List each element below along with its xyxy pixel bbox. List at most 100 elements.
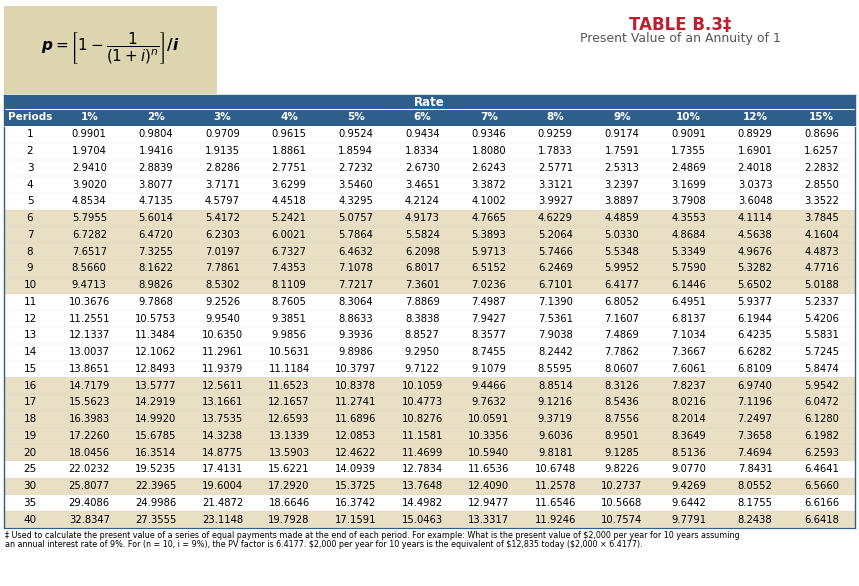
Text: 3.5460: 3.5460 — [338, 180, 373, 190]
Text: 0.9346: 0.9346 — [472, 130, 506, 139]
Text: 6.1446: 6.1446 — [671, 280, 706, 290]
Text: 10.0591: 10.0591 — [468, 414, 509, 424]
Text: 8.5302: 8.5302 — [205, 280, 240, 290]
Text: 3.3522: 3.3522 — [804, 196, 839, 206]
Text: 0.9615: 0.9615 — [271, 130, 307, 139]
Text: 7.1034: 7.1034 — [671, 331, 706, 340]
Text: 8.8527: 8.8527 — [405, 331, 440, 340]
Text: 6.4177: 6.4177 — [605, 280, 639, 290]
Text: 9.1285: 9.1285 — [605, 448, 639, 458]
Text: 0.9091: 0.9091 — [671, 130, 706, 139]
Text: 11.4699: 11.4699 — [401, 448, 443, 458]
Text: 5%: 5% — [347, 113, 364, 122]
Text: 14.9920: 14.9920 — [135, 414, 176, 424]
Text: 6.1944: 6.1944 — [738, 314, 772, 323]
Text: 2.8286: 2.8286 — [205, 163, 240, 173]
Text: 8.3126: 8.3126 — [605, 381, 639, 391]
Text: 7.0236: 7.0236 — [472, 280, 506, 290]
Text: 13.7648: 13.7648 — [402, 481, 442, 491]
Text: 18: 18 — [23, 414, 37, 424]
Text: 15.6785: 15.6785 — [135, 431, 177, 441]
Text: 2: 2 — [27, 146, 34, 156]
Text: 4.5638: 4.5638 — [738, 230, 772, 240]
Text: 7.4987: 7.4987 — [472, 297, 506, 307]
Text: 5.9542: 5.9542 — [804, 381, 839, 391]
Text: 15.6221: 15.6221 — [268, 464, 310, 475]
Text: 11.9246: 11.9246 — [534, 515, 576, 524]
Text: 16.3983: 16.3983 — [69, 414, 110, 424]
Text: 6.2593: 6.2593 — [804, 448, 839, 458]
Text: 3.7845: 3.7845 — [804, 213, 839, 223]
Text: 5.5831: 5.5831 — [804, 331, 839, 340]
Text: 12.0853: 12.0853 — [335, 431, 376, 441]
Text: 6.5660: 6.5660 — [804, 481, 839, 491]
Text: 5.5348: 5.5348 — [605, 247, 639, 257]
Text: 10.4773: 10.4773 — [402, 397, 442, 407]
Text: 1.8080: 1.8080 — [472, 146, 506, 156]
Text: 4.8684: 4.8684 — [671, 230, 706, 240]
Text: 3.7908: 3.7908 — [671, 196, 706, 206]
Text: 9.6036: 9.6036 — [538, 431, 573, 441]
Text: 5.7955: 5.7955 — [72, 213, 107, 223]
Bar — [4, 294, 855, 310]
Text: 2.8839: 2.8839 — [138, 163, 174, 173]
Text: 3.8897: 3.8897 — [605, 196, 639, 206]
Text: 35: 35 — [23, 498, 37, 508]
Text: 14.3238: 14.3238 — [202, 431, 243, 441]
Text: 5.7466: 5.7466 — [538, 247, 573, 257]
Text: 2%: 2% — [147, 113, 165, 122]
Text: 3.8077: 3.8077 — [138, 180, 174, 190]
Text: 9.3851: 9.3851 — [271, 314, 307, 323]
Text: 15.3725: 15.3725 — [335, 481, 376, 491]
Text: 11.6523: 11.6523 — [268, 381, 310, 391]
Text: 1.8334: 1.8334 — [405, 146, 440, 156]
Text: 10.6748: 10.6748 — [535, 464, 576, 475]
Text: 5.6502: 5.6502 — [738, 280, 772, 290]
Text: 5.7864: 5.7864 — [338, 230, 373, 240]
Text: 1.6901: 1.6901 — [738, 146, 772, 156]
Text: 6.6418: 6.6418 — [804, 515, 839, 524]
Text: 15.5623: 15.5623 — [69, 397, 110, 407]
Text: 0.9901: 0.9901 — [72, 130, 107, 139]
Bar — [4, 495, 855, 511]
Text: 6.6166: 6.6166 — [804, 498, 839, 508]
Text: 9.9540: 9.9540 — [205, 314, 240, 323]
Text: 24.9986: 24.9986 — [135, 498, 176, 508]
Text: 6.1280: 6.1280 — [804, 414, 839, 424]
Text: 3.0373: 3.0373 — [738, 180, 772, 190]
Text: 7.3667: 7.3667 — [671, 347, 706, 357]
Text: 6.2098: 6.2098 — [405, 247, 440, 257]
Text: 2.4869: 2.4869 — [671, 163, 706, 173]
Text: 3.1699: 3.1699 — [671, 180, 706, 190]
Text: 21.4872: 21.4872 — [202, 498, 243, 508]
Text: 29.4086: 29.4086 — [69, 498, 110, 508]
Text: 10.5668: 10.5668 — [601, 498, 643, 508]
Bar — [4, 428, 855, 444]
Text: 8.1109: 8.1109 — [271, 280, 307, 290]
Text: 10.3797: 10.3797 — [335, 364, 376, 374]
Text: 13.5777: 13.5777 — [135, 381, 177, 391]
Text: 0.9804: 0.9804 — [138, 130, 174, 139]
Text: 3.7171: 3.7171 — [205, 180, 240, 190]
Text: 13: 13 — [23, 331, 37, 340]
Text: 7.5361: 7.5361 — [538, 314, 573, 323]
Text: 5.6014: 5.6014 — [138, 213, 174, 223]
Text: 4.7135: 4.7135 — [138, 196, 174, 206]
Text: 30: 30 — [23, 481, 37, 491]
Text: 2.5313: 2.5313 — [605, 163, 639, 173]
Text: 12.7834: 12.7834 — [402, 464, 442, 475]
Text: 5.5824: 5.5824 — [405, 230, 440, 240]
Text: 11.1184: 11.1184 — [268, 364, 309, 374]
Text: 12.1337: 12.1337 — [69, 331, 110, 340]
Text: 9.3936: 9.3936 — [338, 331, 373, 340]
Text: 8.7605: 8.7605 — [271, 297, 307, 307]
Text: 8.7455: 8.7455 — [472, 347, 506, 357]
Text: 7: 7 — [27, 230, 34, 240]
Bar — [4, 260, 855, 277]
Bar — [4, 394, 855, 411]
Text: Present Value of an Annuity of 1: Present Value of an Annuity of 1 — [580, 32, 781, 45]
Text: 4%: 4% — [280, 113, 298, 122]
Bar — [4, 227, 855, 243]
Text: 12.1657: 12.1657 — [268, 397, 310, 407]
Text: 8: 8 — [27, 247, 34, 257]
